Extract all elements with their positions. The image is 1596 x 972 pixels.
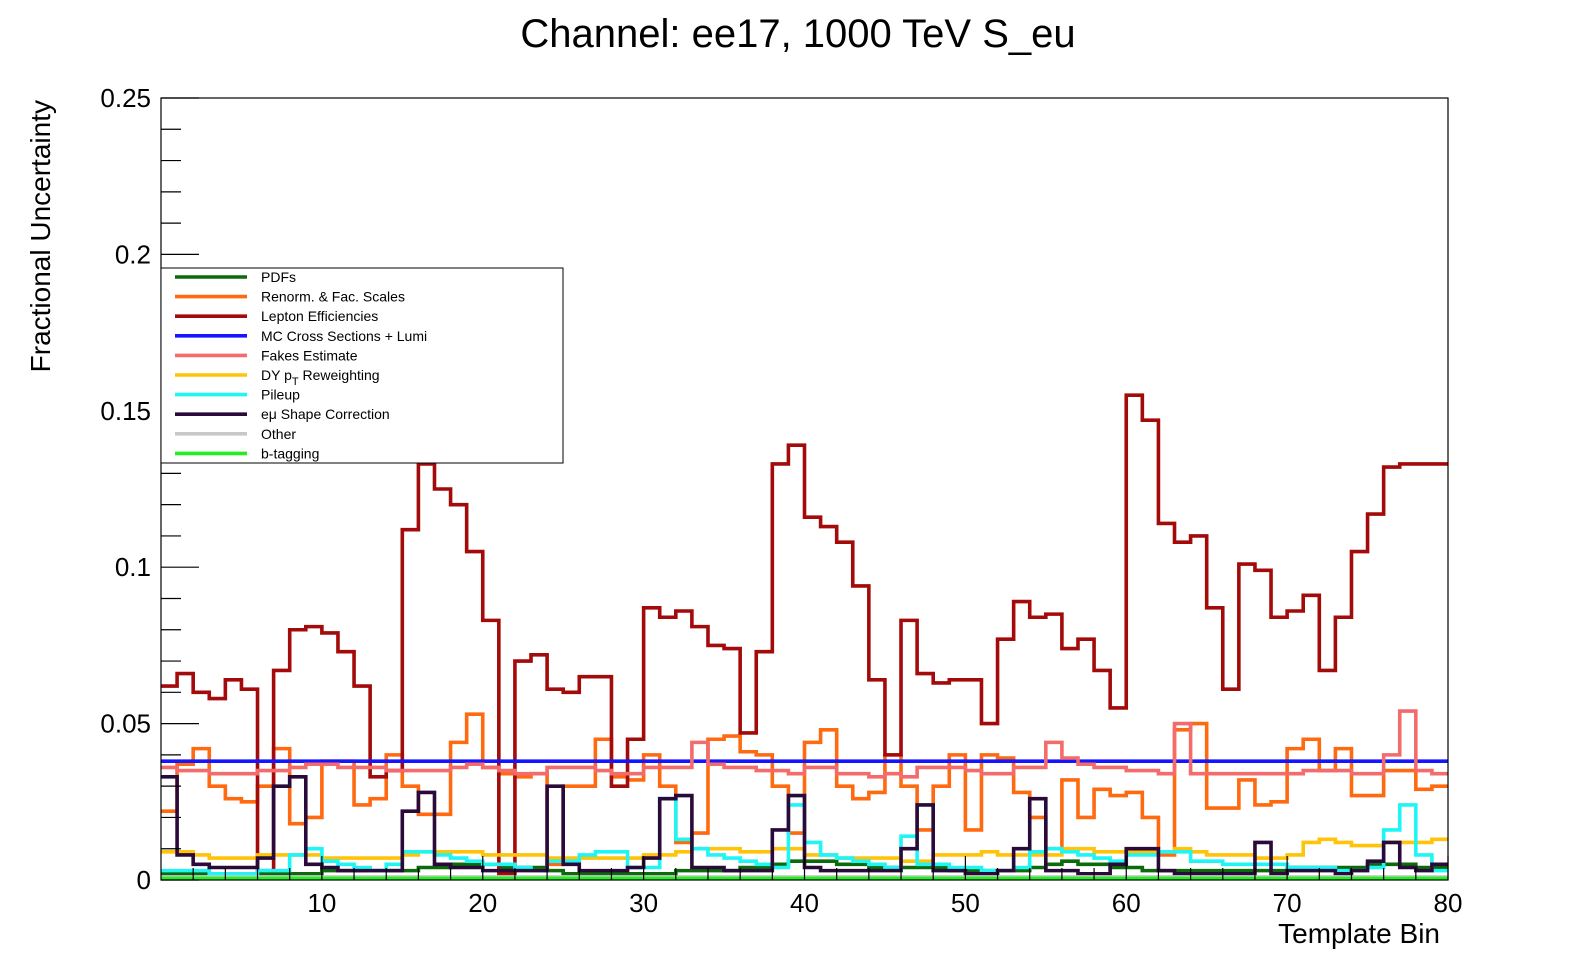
legend-label: Lepton Efficiencies [261,308,378,324]
legend-label: eμ Shape Correction [261,406,390,422]
series-line-6 [161,796,1448,876]
legend-label: DY pT Reweighting [261,367,380,388]
x-tick-label: 30 [629,888,658,918]
x-tick-label: 40 [790,888,819,918]
legend-box [160,267,564,464]
series-line-7 [161,774,1448,876]
legend-label: PDFs [261,269,296,285]
x-tick-label: 50 [951,888,980,918]
x-tick-label: 10 [307,888,336,918]
x-axis-label: Template Bin [1278,918,1440,949]
y-tick-label: 0.2 [115,239,151,269]
legend-label: b-tagging [261,445,319,461]
axis-layer: 10 20 30 40 50 60 70 80 0 0.05 0.1 0.15 0.2 0.25 [100,83,1462,918]
y-axis-label: Fractional Uncertainty [25,100,56,372]
series-layer [161,393,1448,881]
x-tick-label: 60 [1112,888,1141,918]
y-tick-label: 0.05 [100,709,151,739]
series-line-1 [161,712,1448,867]
legend-label: MC Cross Sections + Lumi [261,328,427,344]
x-tick-label: 70 [1273,888,1302,918]
y-tick-label: 0.25 [100,83,151,113]
legend-label: Pileup [261,387,300,403]
series-line-4 [161,709,1448,779]
x-tick-label: 80 [1434,888,1463,918]
legend-label: Other [261,426,296,442]
chart-title: Channel: ee17, 1000 TeV S_eu [520,12,1075,56]
y-tick-label: 0 [137,865,151,895]
y-tick-label: 0.15 [100,396,151,426]
x-tick-label: 20 [468,888,497,918]
legend-label: Renorm. & Fac. Scales [261,289,405,305]
legend-label: Fakes Estimate [261,347,358,363]
legend-items: PDFs Renorm. & Fac. Scales Lepton Efficien… [175,269,427,461]
legend: PDFs Renorm. & Fac. Scales Lepton Efficien… [160,267,564,464]
y-tick-label: 0.1 [115,552,151,582]
